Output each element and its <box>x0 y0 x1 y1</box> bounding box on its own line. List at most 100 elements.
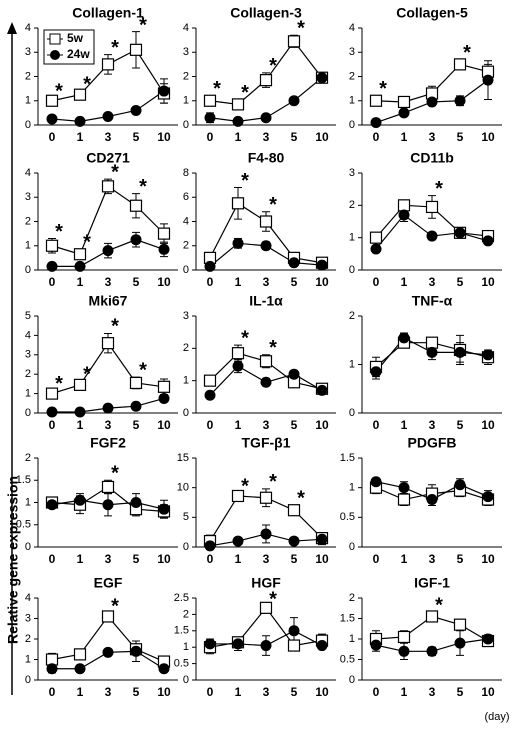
y-tick-label: 1.5 <box>340 612 355 624</box>
significance-mark: * <box>269 337 277 359</box>
significance-mark: * <box>83 363 91 385</box>
marker <box>454 95 466 107</box>
marker <box>102 111 114 123</box>
x-tick-label: 1 <box>235 685 242 699</box>
significance-mark: * <box>55 81 63 103</box>
x-tick-label: 10 <box>481 275 495 289</box>
y-tick-label: 8 <box>183 167 189 179</box>
marker <box>426 494 438 506</box>
x-tick-label: 3 <box>429 685 436 699</box>
x-tick-label: 5 <box>133 418 140 432</box>
legend-label: 5w <box>67 31 84 45</box>
y-tick-label: 2 <box>183 240 189 252</box>
x-tick-label: 1 <box>401 130 408 144</box>
x-tick-label: 10 <box>481 552 495 566</box>
marker <box>73 248 87 261</box>
chart-title: CD11b <box>410 150 454 166</box>
x-tick-label: 0 <box>207 685 214 699</box>
y-tick-label: 4 <box>25 329 31 341</box>
y-tick-label: 2 <box>25 368 31 380</box>
marker <box>204 540 216 552</box>
y-tick-label: 15 <box>177 452 189 464</box>
x-tick-label: 10 <box>157 552 171 566</box>
x-tick-label: 3 <box>429 130 436 144</box>
marker <box>482 74 494 86</box>
x-tick-label: 5 <box>133 552 140 566</box>
x-tick-label: 3 <box>263 552 270 566</box>
marker <box>454 227 466 239</box>
x-tick-label: 3 <box>429 552 436 566</box>
x-tick-label: 3 <box>263 418 270 432</box>
x-tick-label: 5 <box>291 552 298 566</box>
x-tick-label: 10 <box>315 130 329 144</box>
marker <box>158 243 170 255</box>
y-tick-label: 0 <box>25 264 31 276</box>
y-tick-label: 1 <box>349 358 355 370</box>
y-tick-label: 0.5 <box>340 653 355 665</box>
x-tick-label: 0 <box>49 418 56 432</box>
x-tick-label: 10 <box>315 418 329 432</box>
y-tick-label: 0 <box>183 407 189 419</box>
marker <box>232 115 244 127</box>
chart-title: EGF <box>94 575 123 591</box>
y-tick-label: 2 <box>183 342 189 354</box>
y-tick-label: 4 <box>25 592 31 604</box>
marker <box>259 215 273 228</box>
x-tick-label: 1 <box>401 418 408 432</box>
x-tick-label: 5 <box>133 130 140 144</box>
marker <box>46 260 58 272</box>
x-tick-label: 10 <box>315 685 329 699</box>
significance-mark: * <box>111 37 119 59</box>
marker <box>74 494 86 506</box>
marker <box>369 94 383 107</box>
marker <box>231 98 245 111</box>
y-tick-label: 0 <box>25 541 31 553</box>
marker <box>316 640 328 652</box>
marker <box>204 389 216 401</box>
y-tick-label: 10 <box>177 482 189 494</box>
x-tick-label: 1 <box>401 685 408 699</box>
significance-mark: * <box>139 176 147 198</box>
marker <box>101 180 115 193</box>
x-tick-label: 10 <box>157 418 171 432</box>
y-tick-label: 2 <box>349 310 355 322</box>
y-tick-label: 0 <box>349 264 355 276</box>
x-tick-label: 1 <box>77 685 84 699</box>
y-tick-label: 1 <box>25 240 31 252</box>
marker <box>204 638 216 650</box>
legend-label: 24w <box>67 47 90 61</box>
marker <box>288 535 300 547</box>
significance-mark: * <box>55 373 63 395</box>
marker <box>287 639 301 652</box>
y-tick-label: 1 <box>183 641 189 653</box>
marker <box>204 260 216 272</box>
significance-mark: * <box>297 18 305 40</box>
y-tick-label: 0 <box>183 541 189 553</box>
x-axis-label: (day) <box>484 711 509 723</box>
marker <box>260 376 272 388</box>
y-tick-label: 1.5 <box>16 474 31 486</box>
y-tick-label: 5 <box>25 310 31 322</box>
marker <box>157 380 171 393</box>
significance-mark: * <box>139 14 147 36</box>
chart-title: CD271 <box>86 150 130 166</box>
y-tick-label: 2 <box>25 633 31 645</box>
y-tick-label: 1.5 <box>174 625 189 637</box>
marker <box>101 337 115 350</box>
y-tick-label: 2 <box>183 608 189 620</box>
marker <box>425 610 439 623</box>
marker <box>370 366 382 378</box>
x-tick-label: 5 <box>133 685 140 699</box>
marker <box>482 349 494 361</box>
y-tick-label: 6 <box>183 191 189 203</box>
marker <box>45 387 59 400</box>
x-tick-label: 10 <box>315 552 329 566</box>
x-tick-label: 5 <box>291 275 298 289</box>
marker <box>398 209 410 221</box>
y-tick-label: 4 <box>183 215 189 227</box>
x-tick-label: 10 <box>481 130 495 144</box>
y-tick-label: 1 <box>25 95 31 107</box>
marker <box>45 94 59 107</box>
y-tick-label: 1 <box>349 482 355 494</box>
x-tick-label: 1 <box>401 275 408 289</box>
